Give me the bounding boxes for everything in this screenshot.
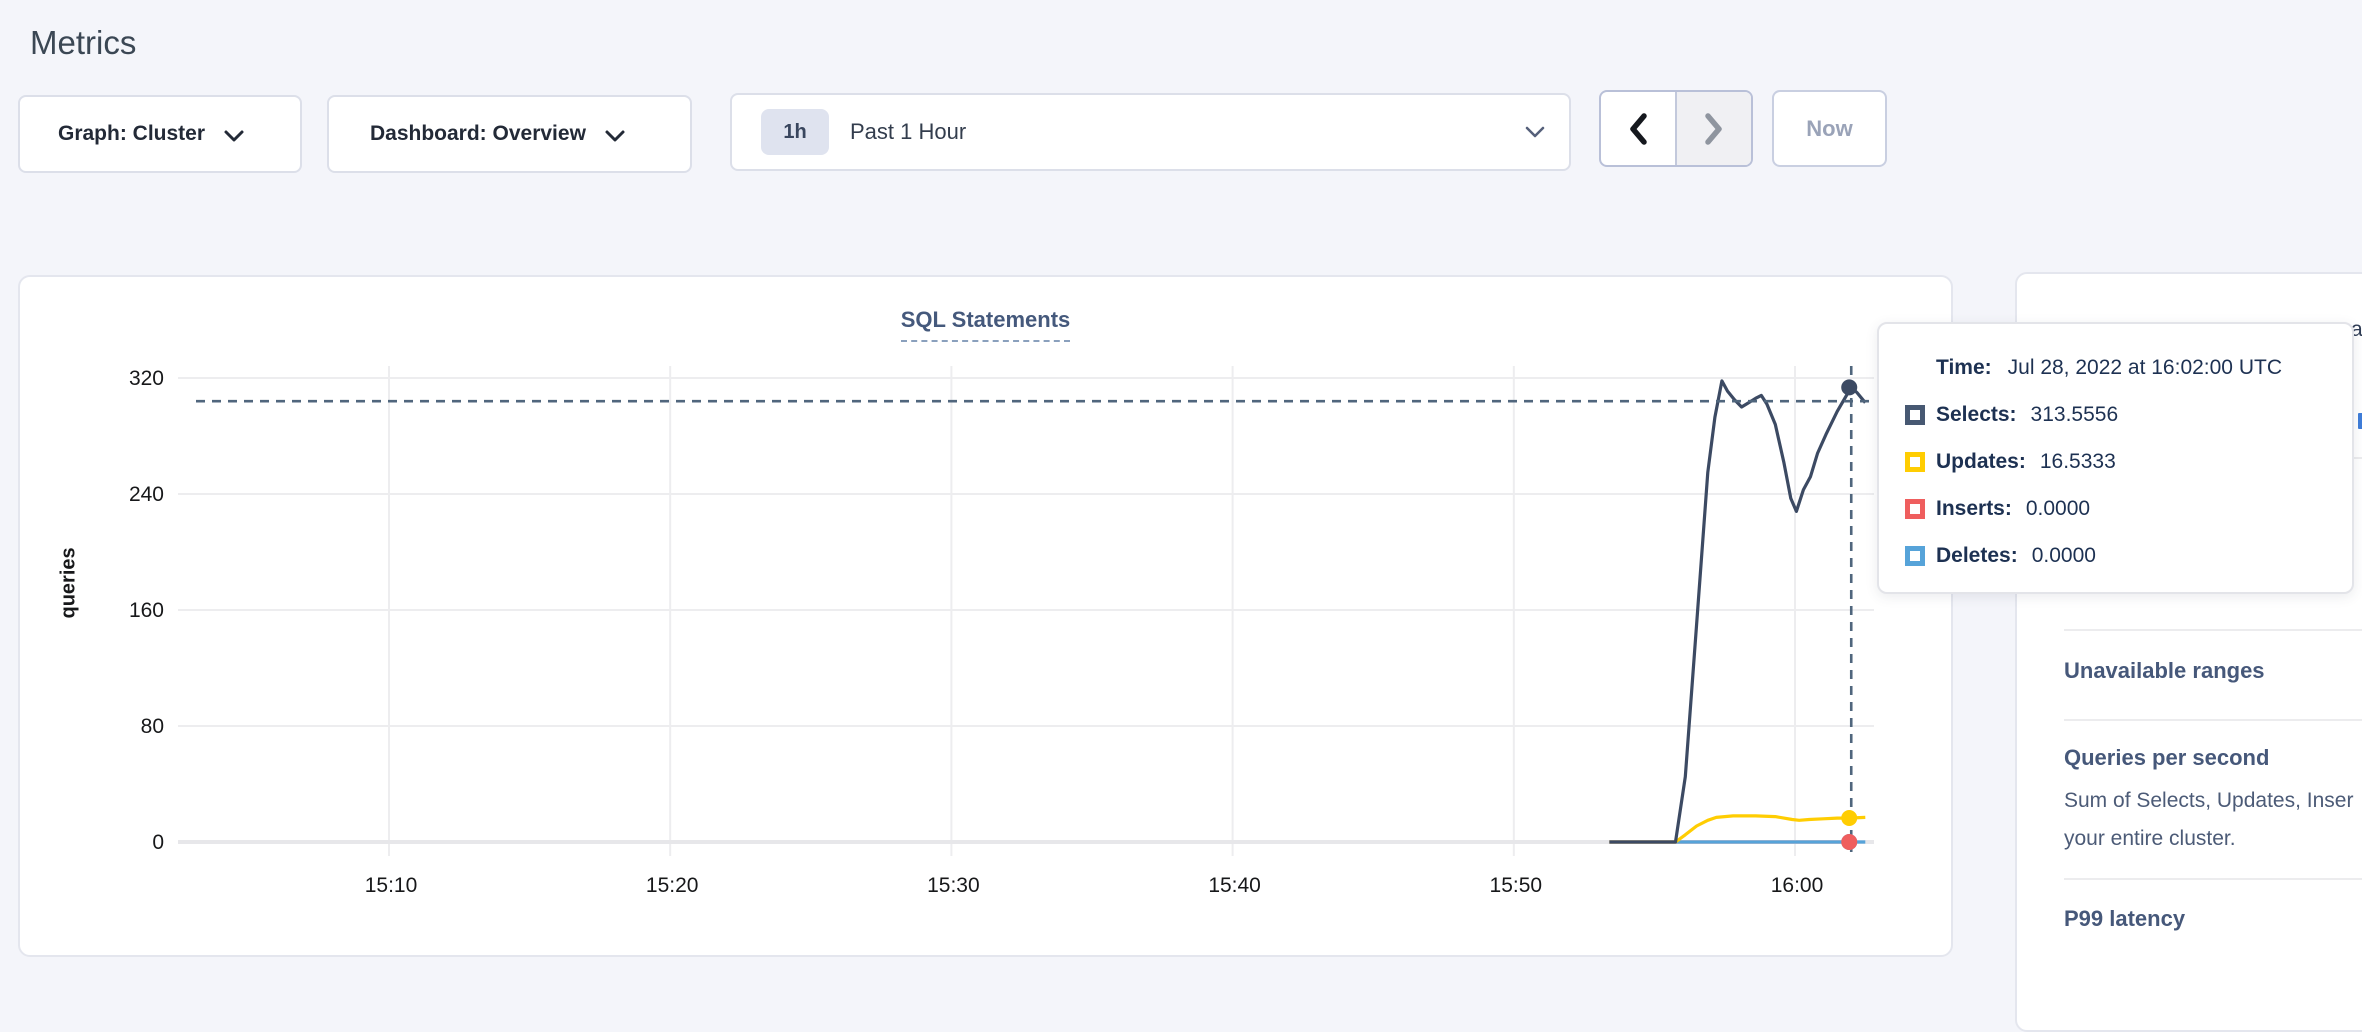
time-window-arrows xyxy=(1599,90,1753,167)
selects-hover-dot xyxy=(1841,379,1858,396)
divider xyxy=(2064,719,2362,721)
deletes-series-swatch-icon xyxy=(1905,546,1925,566)
summary-item-unavailable-ranges: Unavailable ranges xyxy=(2064,658,2265,683)
time-window-label: Past 1 Hour xyxy=(850,119,967,144)
selects-series-line xyxy=(1609,379,1867,844)
summary-item-p99-latency: P99 latency xyxy=(2064,906,2186,931)
clipped-link-fragment xyxy=(2358,413,2362,429)
tooltip-time-row: Time: Jul 28, 2022 at 16:02:00 UTC xyxy=(1905,354,2282,382)
tooltip-series-value: 16.5333 xyxy=(2039,450,2116,473)
chevron-right-icon xyxy=(1705,112,1722,145)
page-title: Metrics xyxy=(30,24,137,62)
updates-series-line xyxy=(1609,814,1866,844)
selects-series-swatch-icon xyxy=(1905,405,1925,425)
x-tick-label: 15:20 xyxy=(645,874,699,897)
tooltip-time-value: Jul 28, 2022 at 16:02:00 UTC xyxy=(2007,356,2282,379)
sql-statements-chart-card: SQL Statements queries 0 80 160 240 320 15:10… xyxy=(18,275,1953,957)
y-tick-label: 240 xyxy=(128,483,164,506)
tooltip-series-label: Selects: xyxy=(1936,403,2017,426)
dashboard-dropdown-label: Dashboard: Overview xyxy=(370,122,586,145)
tooltip-series-row: Inserts: 0.0000 xyxy=(1905,495,2090,523)
sql-statements-plot[interactable] xyxy=(18,275,1953,957)
graph-dropdown[interactable]: Graph: Cluster xyxy=(18,95,302,173)
next-time-window-button[interactable] xyxy=(1675,92,1751,165)
graph-dropdown-label: Graph: Cluster xyxy=(58,122,206,145)
x-tick-label: 15:40 xyxy=(1208,874,1261,897)
divider xyxy=(2064,878,2362,880)
summary-item-description-line: your entire cluster. xyxy=(2064,827,2236,850)
y-tick-label: 320 xyxy=(128,367,164,390)
tooltip-series-row: Deletes: 0.0000 xyxy=(1905,542,2096,570)
tooltip-series-label: Inserts: xyxy=(1936,497,2012,520)
tooltip-series-label: Deletes: xyxy=(1936,544,2018,567)
dashboard-dropdown[interactable]: Dashboard: Overview xyxy=(327,95,692,173)
tooltip-series-row: Selects: 313.5556 xyxy=(1905,401,2118,429)
tooltip-series-value: 0.0000 xyxy=(2025,497,2091,520)
tooltip-series-value: 0.0000 xyxy=(2031,544,2096,567)
tooltip-series-row: Updates: 16.5333 xyxy=(1905,448,2116,476)
chart-title-row: SQL Statements xyxy=(20,307,1951,342)
inserts-hover-dot xyxy=(1841,834,1858,850)
clipped-heading-fragment: a xyxy=(2351,318,2362,341)
tooltip-series-label: Updates: xyxy=(1936,450,2026,473)
tooltip-time-label: Time: xyxy=(1936,356,1992,379)
x-tick-label: 15:50 xyxy=(1489,874,1543,897)
y-tick-label: 80 xyxy=(140,715,164,738)
now-button[interactable]: Now xyxy=(1772,90,1887,167)
time-window-selector[interactable]: 1h Past 1 Hour xyxy=(730,93,1571,171)
chevron-down-icon xyxy=(1525,126,1545,137)
y-tick-label: 0 xyxy=(152,831,164,854)
chart-title[interactable]: SQL Statements xyxy=(900,307,1071,342)
x-tick-label: 15:10 xyxy=(364,874,418,897)
previous-time-window-button[interactable] xyxy=(1601,92,1675,165)
chart-hover-tooltip: Time: Jul 28, 2022 at 16:02:00 UTC Selec… xyxy=(1877,322,2354,594)
chevron-left-icon xyxy=(1630,112,1647,145)
chevron-down-icon xyxy=(224,130,244,141)
x-tick-label: 16:00 xyxy=(1770,874,1824,897)
x-tick-label: 15:30 xyxy=(927,874,980,897)
y-axis-unit-label: queries xyxy=(57,547,80,619)
inserts-series-swatch-icon xyxy=(1905,499,1925,519)
summary-item-queries-per-second: Queries per second xyxy=(2064,745,2270,770)
chevron-down-icon xyxy=(605,130,625,141)
y-tick-label: 160 xyxy=(128,599,164,622)
divider xyxy=(2064,629,2362,631)
summary-item-description-line: Sum of Selects, Updates, Inser xyxy=(2064,789,2354,812)
tooltip-series-value: 313.5556 xyxy=(2030,403,2119,426)
updates-series-swatch-icon xyxy=(1905,452,1925,472)
time-window-badge: 1h xyxy=(761,109,829,155)
updates-hover-dot xyxy=(1841,810,1858,827)
